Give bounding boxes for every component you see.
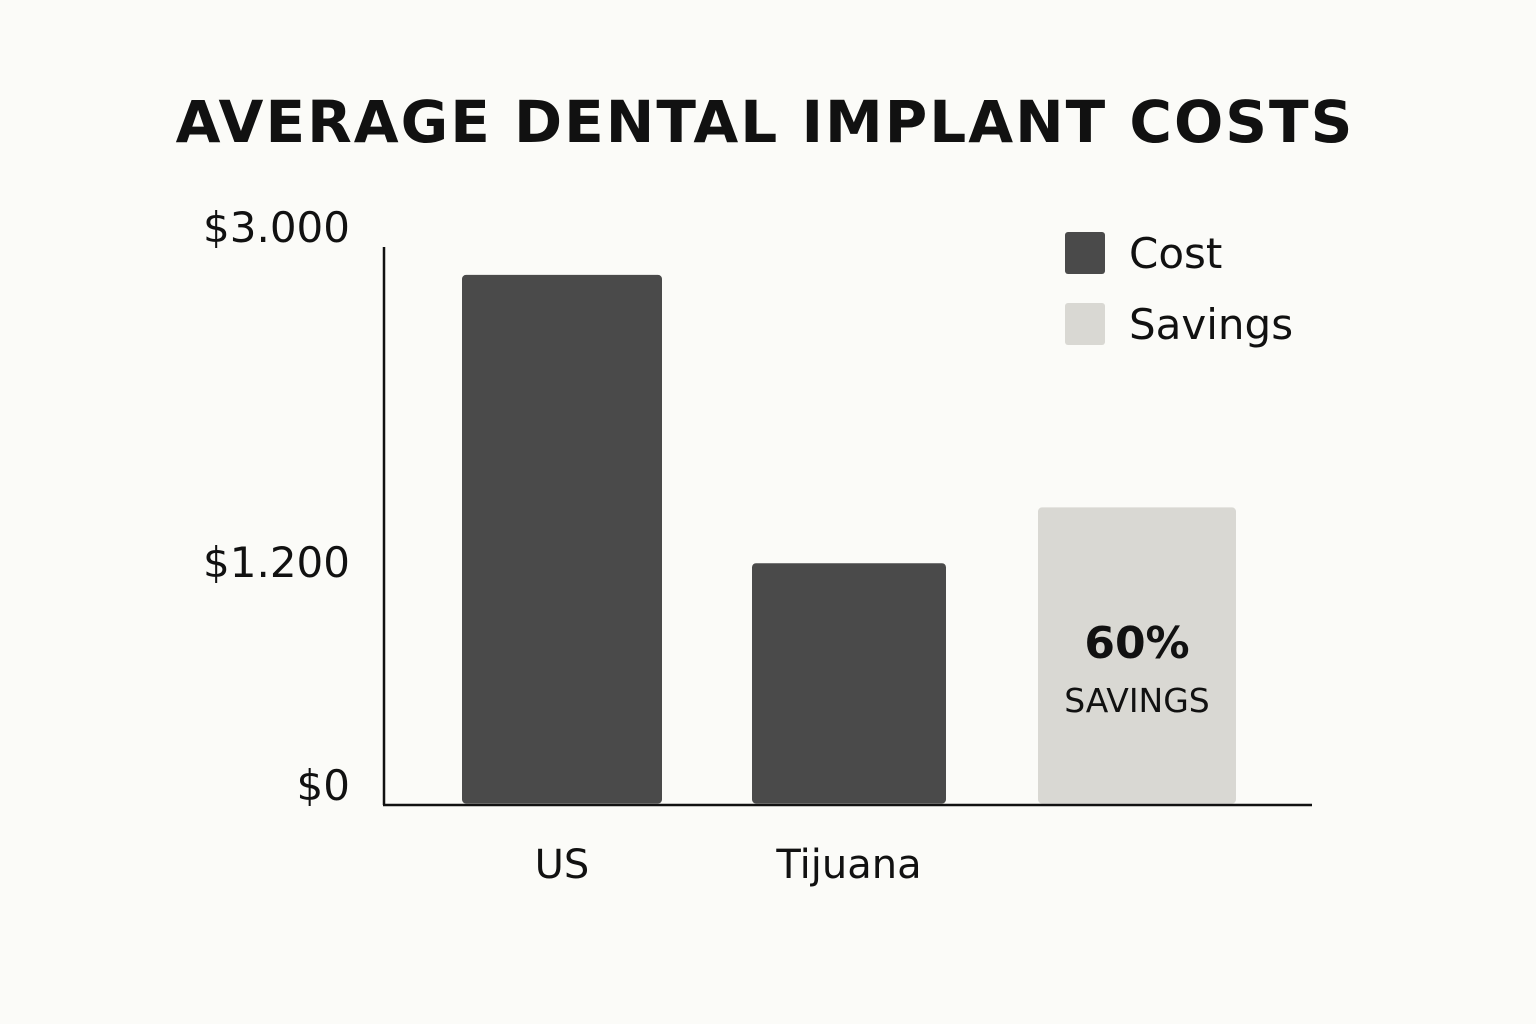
y-tick-label-2: $3.000 xyxy=(203,203,350,252)
legend-swatch-cost xyxy=(1065,232,1105,274)
savings-annotation: 60% SAVINGS xyxy=(1064,618,1210,720)
bar-tijuana xyxy=(752,563,946,804)
legend-label-savings: Savings xyxy=(1129,300,1293,349)
savings-text-label: SAVINGS xyxy=(1064,681,1210,720)
y-tick-label-1: $1.200 xyxy=(203,538,350,587)
bar-savings xyxy=(1038,507,1236,804)
legend-swatch-savings xyxy=(1065,303,1105,345)
x-label-tijuana: Tijuana xyxy=(775,842,921,888)
savings-percent-label: 60% xyxy=(1084,618,1189,669)
legend: Cost Savings xyxy=(1065,229,1293,349)
y-axis-ticks: $0 $1.200 $3.000 xyxy=(203,203,350,810)
y-tick-label-0: $0 xyxy=(297,761,350,810)
x-axis-labels: US Tijuana xyxy=(535,842,922,888)
bar-us xyxy=(462,274,662,804)
chart-title: AVERAGE DENTAL IMPLANT COSTS xyxy=(176,88,1355,156)
legend-label-cost: Cost xyxy=(1129,229,1222,278)
x-label-us: US xyxy=(535,842,590,888)
bars xyxy=(462,274,1236,804)
